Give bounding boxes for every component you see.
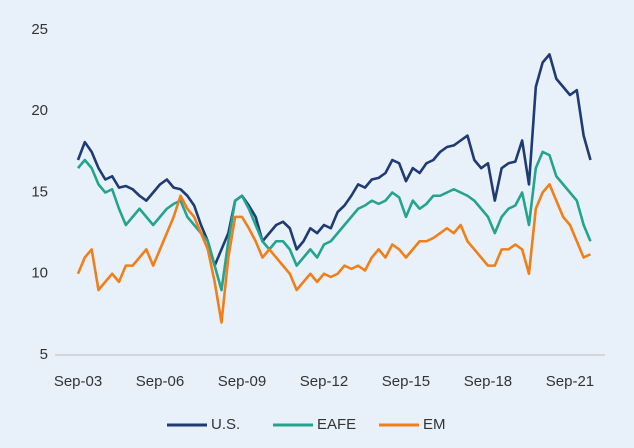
x-tick-label: Sep-21: [546, 373, 594, 390]
x-tick-label: Sep-15: [382, 373, 430, 390]
y-tick-label: 10: [31, 265, 48, 282]
x-tick-label: Sep-03: [54, 373, 102, 390]
x-tick-label: Sep-06: [136, 373, 184, 390]
legend-label: EM: [423, 416, 446, 433]
x-tick-label: Sep-18: [464, 373, 512, 390]
series-line: [77, 150, 592, 292]
legend-label: EAFE: [317, 416, 356, 433]
y-tick-label: 25: [31, 21, 48, 38]
series-line: [76, 183, 592, 324]
y-tick-label: 20: [31, 102, 48, 119]
series-line: [76, 53, 592, 267]
legend-label: U.S.: [211, 416, 240, 433]
x-tick-label: Sep-12: [300, 373, 348, 390]
y-tick-label: 5: [40, 346, 48, 363]
y-tick-label: 15: [31, 183, 48, 200]
x-tick-label: Sep-09: [218, 373, 266, 390]
